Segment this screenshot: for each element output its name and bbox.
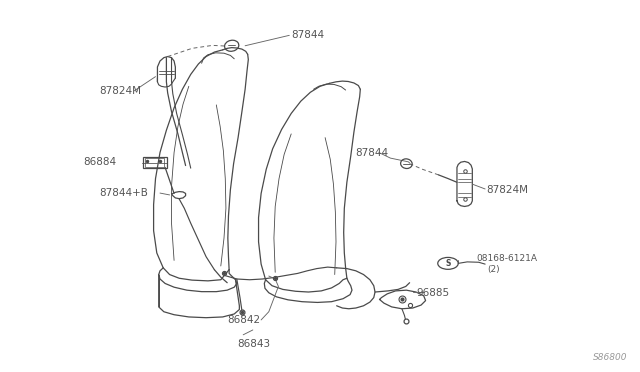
Text: 87844: 87844 <box>355 148 388 157</box>
Text: 87824M: 87824M <box>99 86 141 96</box>
Text: 86884: 86884 <box>83 157 116 167</box>
Text: (2): (2) <box>488 265 500 274</box>
Text: 86842: 86842 <box>227 315 260 325</box>
Text: 87844: 87844 <box>291 31 324 40</box>
Text: S: S <box>445 259 451 268</box>
Text: S86800: S86800 <box>593 353 627 362</box>
Text: 86843: 86843 <box>237 339 270 349</box>
Text: 08168-6121A: 08168-6121A <box>477 254 538 263</box>
Text: 96885: 96885 <box>416 288 449 298</box>
Text: 87824M: 87824M <box>486 185 529 195</box>
Text: 87844+B: 87844+B <box>99 189 148 198</box>
